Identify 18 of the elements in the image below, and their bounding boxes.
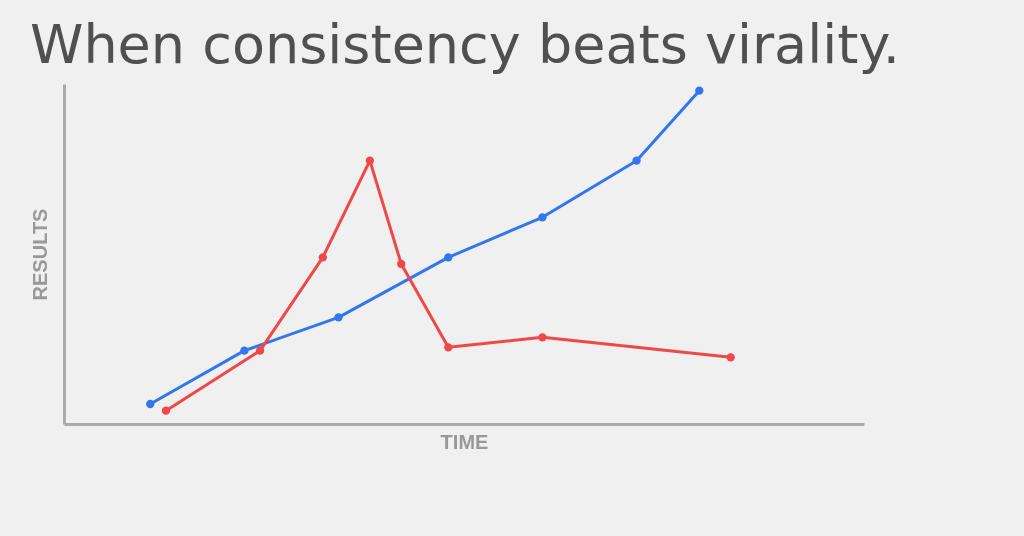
point: [695, 86, 704, 95]
point: [444, 343, 453, 352]
point: [397, 259, 406, 269]
point: [365, 156, 375, 165]
point: [538, 213, 547, 222]
chart-title: When consistency beats virality.: [30, 13, 900, 76]
point: [255, 346, 265, 355]
point: [444, 253, 453, 262]
x-axis-title: TIME: [440, 430, 489, 453]
point: [146, 399, 155, 409]
point: [726, 353, 735, 362]
y-axis-title: RESULTS: [28, 208, 51, 301]
point: [538, 333, 547, 342]
point: [334, 313, 343, 322]
point: [632, 156, 641, 165]
point: [318, 253, 328, 262]
point: [240, 346, 249, 355]
point: [161, 406, 171, 415]
